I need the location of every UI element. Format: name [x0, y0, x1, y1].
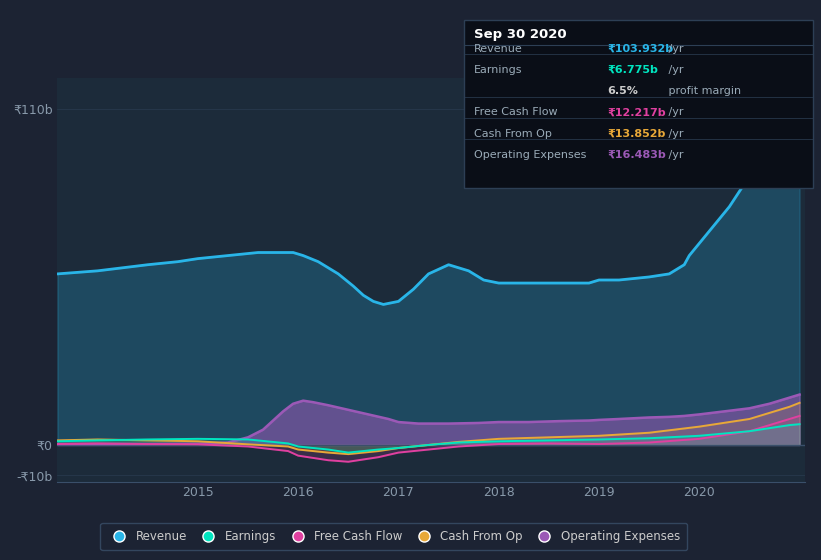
Text: ₹16.483b: ₹16.483b — [608, 150, 667, 160]
Text: ₹6.775b: ₹6.775b — [608, 65, 658, 75]
Text: /yr: /yr — [665, 44, 684, 54]
Text: ₹103.932b: ₹103.932b — [608, 44, 674, 54]
Text: 6.5%: 6.5% — [608, 86, 639, 96]
Text: Free Cash Flow: Free Cash Flow — [474, 108, 557, 118]
Text: Cash From Op: Cash From Op — [474, 129, 552, 139]
Text: Revenue: Revenue — [474, 44, 522, 54]
Text: Earnings: Earnings — [474, 65, 522, 75]
Text: Sep 30 2020: Sep 30 2020 — [474, 27, 566, 40]
Text: Operating Expenses: Operating Expenses — [474, 150, 586, 160]
Text: /yr: /yr — [665, 65, 684, 75]
Text: ₹12.217b: ₹12.217b — [608, 108, 666, 118]
Text: profit margin: profit margin — [665, 86, 741, 96]
Text: /yr: /yr — [665, 129, 684, 139]
Legend: Revenue, Earnings, Free Cash Flow, Cash From Op, Operating Expenses: Revenue, Earnings, Free Cash Flow, Cash … — [100, 523, 687, 550]
Text: ₹13.852b: ₹13.852b — [608, 129, 666, 139]
Text: /yr: /yr — [665, 150, 684, 160]
Text: /yr: /yr — [665, 108, 684, 118]
